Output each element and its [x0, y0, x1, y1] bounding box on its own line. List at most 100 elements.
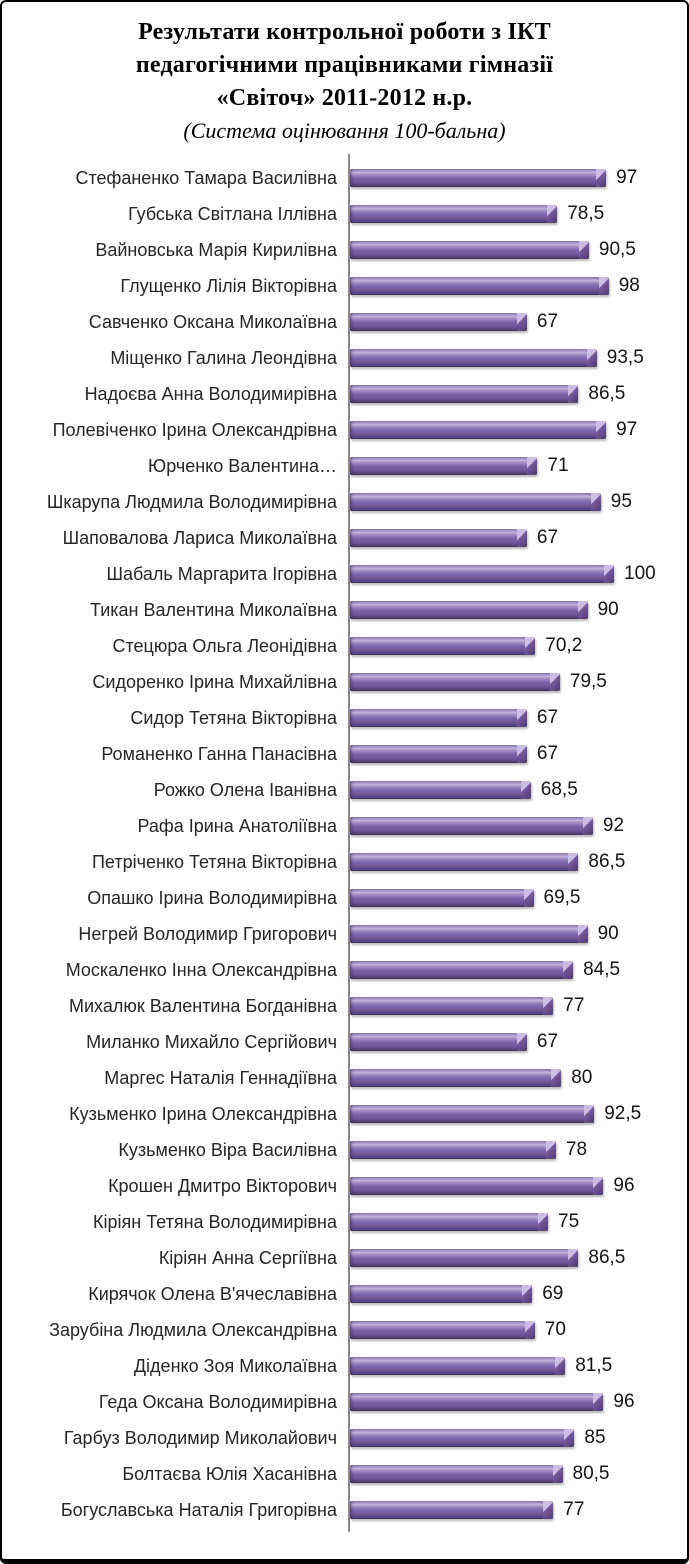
bar-zone: 93,5 [350, 340, 687, 376]
value-label: 93,5 [606, 347, 644, 368]
bar-zone: 84,5 [350, 952, 687, 988]
value-label: 86,5 [588, 851, 626, 872]
bar-row: Глущенко Лілія Вікторівна 98 [2, 268, 687, 304]
score-bar [350, 205, 558, 223]
bar-chart-plot-area: Стефаненко Тамара Василівна 97 Губська С… [2, 154, 687, 1532]
category-axis-line [348, 154, 350, 1532]
score-bar [350, 1177, 604, 1195]
bar-row: Надоєва Анна Володимирівна 86,5 [2, 376, 687, 412]
bar-end-cap-icon [552, 1465, 563, 1483]
bar-zone: 98 [350, 268, 687, 304]
value-label: 78 [565, 1139, 588, 1160]
category-label: Стецюра Ольга Леонідівна [112, 635, 337, 656]
bar-end-cap-icon [604, 565, 614, 583]
bar-end-cap-icon [525, 637, 536, 655]
bar-zone: 67 [350, 1024, 687, 1060]
category-label: Савченко Оксана Миколаївна [88, 311, 337, 332]
score-bar [350, 781, 531, 799]
bar-row: Стецюра Ольга Леонідівна 70,2 [2, 628, 687, 664]
bar-end-cap-icon [555, 1357, 566, 1375]
category-label: Болтаєва Юлія Хасанівна [122, 1463, 337, 1484]
bar-zone: 95 [350, 484, 687, 520]
bar-end-cap-icon [568, 385, 579, 403]
category-label: Вайновська Марія Кирилівна [95, 239, 337, 260]
bar-end-cap-icon [577, 601, 588, 619]
bar-zone: 79,5 [350, 664, 687, 700]
value-label: 77 [563, 1499, 585, 1520]
value-label: 96 [613, 1175, 635, 1196]
bar-row: Полевіченко Ірина Олександрівна 97 [2, 412, 687, 448]
score-bar [350, 565, 614, 583]
bar-zone: 86,5 [350, 1240, 687, 1276]
bar-end-cap-icon [516, 313, 527, 331]
bar-end-cap-icon [564, 1429, 575, 1447]
bar-end-cap-icon [590, 493, 601, 511]
bar-end-cap-icon [516, 745, 527, 763]
category-label: Романенко Ганна Панасівна [101, 743, 337, 764]
category-label: Негрей Володимир Григорович [78, 923, 337, 944]
bar-end-cap-icon [598, 277, 609, 295]
bar-end-cap-icon [547, 205, 558, 223]
score-bar [350, 853, 579, 871]
bar-row: Богуславська Наталія Григорівна 77 [2, 1492, 687, 1528]
category-label: Стефаненко Тамара Василівна [75, 167, 337, 188]
score-bar [350, 709, 527, 727]
category-label: Михалюк Валентина Богданівна [68, 995, 337, 1016]
bar-zone: 92,5 [350, 1096, 687, 1132]
bar-zone: 67 [350, 304, 687, 340]
bar-end-cap-icon [593, 1177, 604, 1195]
value-label: 67 [536, 311, 559, 332]
bar-end-cap-icon [516, 529, 527, 547]
category-label: Опашко Ірина Володимирівна [87, 887, 337, 908]
bar-row: Романенко Ганна Панасівна 67 [2, 736, 687, 772]
bar-zone: 71 [350, 448, 687, 484]
score-bar [350, 1069, 562, 1087]
category-label: Гарбуз Володимир Миколайович [63, 1427, 337, 1448]
bar-row: Москаленко Інна Олександрівна 84,5 [2, 952, 687, 988]
bar-row: Кирячок Олена В'ячеславівна 69 [2, 1276, 687, 1312]
bar-zone: 90 [350, 592, 687, 628]
bar-end-cap-icon [549, 673, 560, 691]
bar-row: Опашко Ірина Володимирівна 69,5 [2, 880, 687, 916]
category-label: Крошен Дмитро Вікторович [108, 1175, 337, 1196]
value-label: 77 [563, 995, 585, 1016]
bar-end-cap-icon [582, 817, 593, 835]
bar-row: Геда Оксана Володимирівна 96 [2, 1384, 687, 1420]
value-label: 90,5 [598, 239, 636, 260]
bar-row: Рожко Олена Іванівна 68,5 [2, 772, 687, 808]
category-label: Москаленко Інна Олександрівна [65, 959, 337, 980]
bar-zone: 80,5 [350, 1456, 687, 1492]
score-bar [350, 1321, 535, 1339]
bar-zone: 67 [350, 520, 687, 556]
score-bar [350, 1465, 563, 1483]
bar-row: Миланко Михайло Сергійович 67 [2, 1024, 687, 1060]
bar-end-cap-icon [578, 241, 589, 259]
bar-row: Кіріян Тетяна Володимирівна 75 [2, 1204, 687, 1240]
bar-end-cap-icon [527, 457, 538, 475]
bar-end-cap-icon [586, 349, 597, 367]
score-bar [350, 241, 589, 259]
bar-row: Тикан Валентина Миколаївна 90 [2, 592, 687, 628]
score-bar [350, 1393, 604, 1411]
value-label: 67 [536, 1031, 559, 1052]
bar-end-cap-icon [516, 709, 527, 727]
bar-zone: 75 [350, 1204, 687, 1240]
score-bar [350, 493, 601, 511]
category-label: Богуславська Наталія Григорівна [60, 1499, 337, 1520]
score-bar [350, 1249, 579, 1267]
bar-zone: 90,5 [350, 232, 687, 268]
bar-row: Діденко Зоя Миколаївна 81,5 [2, 1348, 687, 1384]
category-label: Міщенко Галина Леондівна [110, 347, 337, 368]
bar-end-cap-icon [545, 1141, 556, 1159]
bar-row: Кузьменко Віра Василівна 78 [2, 1132, 687, 1168]
chart-title-line-3: «Світоч» 2011-2012 н.р. [216, 85, 473, 111]
bar-row: Шаповалова Лариса Миколаївна 67 [2, 520, 687, 556]
bar-end-cap-icon [568, 1249, 579, 1267]
value-label: 75 [558, 1211, 580, 1232]
chart-title-line-2: педагогічними працівниками гімназії [135, 52, 554, 78]
bar-end-cap-icon [584, 1105, 595, 1123]
bar-zone: 70,2 [350, 628, 687, 664]
bar-end-cap-icon [596, 421, 607, 439]
score-bar [350, 1285, 533, 1303]
bar-zone: 80 [350, 1060, 687, 1096]
